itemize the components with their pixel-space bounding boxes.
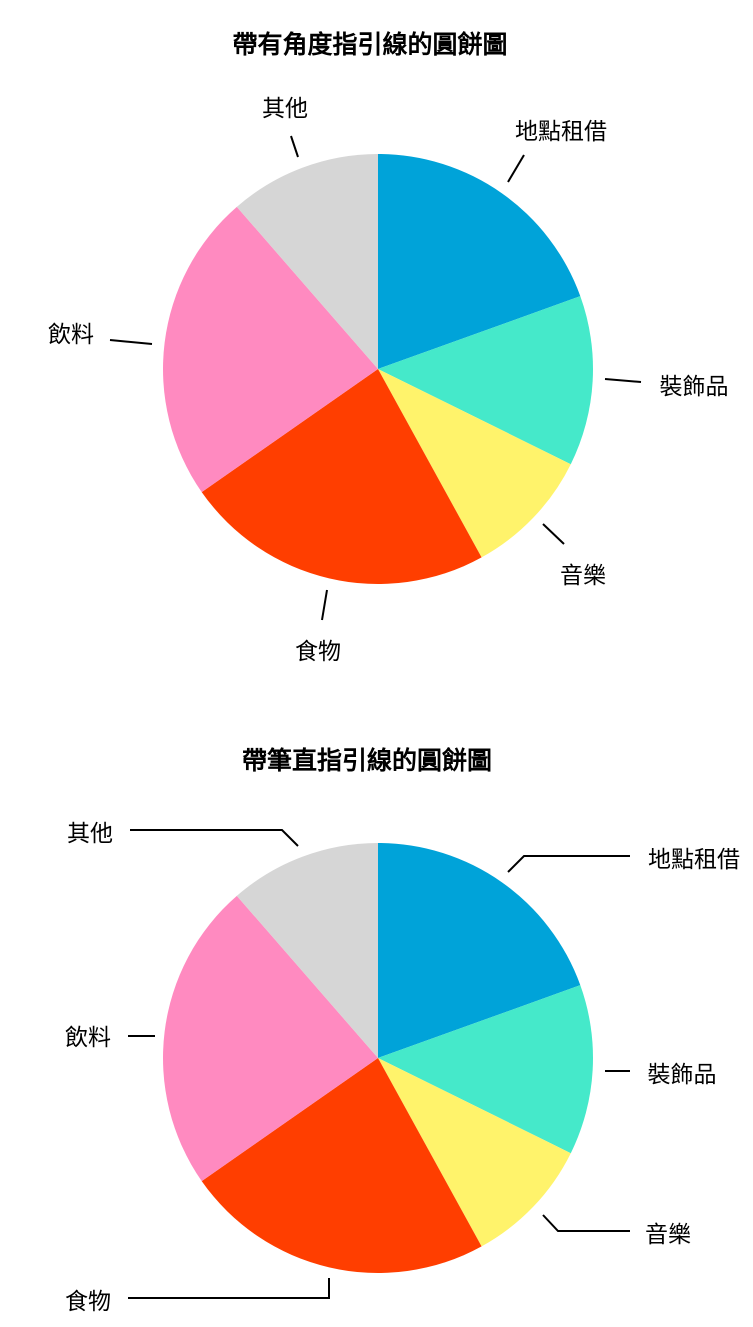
pie-slice-4 (163, 206, 378, 493)
chart-title: 帶筆直指引線的圓餅圖 (242, 746, 492, 775)
slice-label-food: 食物 (295, 639, 341, 665)
pie-slice-0 (378, 154, 581, 369)
pie-slice-2 (378, 369, 571, 558)
slice-label-decor: 裝飾品 (660, 374, 729, 400)
leader-line-other (130, 829, 299, 847)
chart-title: 帶有角度指引線的圓餅圖 (232, 30, 507, 59)
leader-line-venue (507, 154, 525, 183)
slice-label-drinks: 飲料 (48, 322, 94, 348)
pie-slice-5 (236, 154, 378, 369)
slice-label-food: 食物 (65, 1289, 111, 1315)
leader-line-music (542, 1214, 630, 1232)
leader-line-music (542, 523, 565, 545)
leader-line-other (290, 135, 299, 158)
pie-chart-angled: 帶有角度指引線的圓餅圖 地點租借 裝飾品 音樂 食物 飲料 其他 (48, 30, 729, 665)
slice-label-other: 其他 (262, 96, 308, 122)
pie-slice-1 (378, 985, 593, 1154)
pie-slices (162, 843, 593, 1273)
slice-label-other: 其他 (67, 821, 113, 847)
slice-label-drinks: 飲料 (65, 1025, 111, 1051)
pie-slice-2 (378, 1058, 571, 1247)
slice-label-venue: 地點租借 (648, 847, 740, 873)
leader-line-food (321, 589, 328, 621)
pie-slice-3 (201, 1058, 482, 1273)
slice-label-venue: 地點租借 (515, 119, 607, 145)
pie-slice-0 (378, 843, 581, 1058)
slice-label-decor: 裝飾品 (648, 1062, 717, 1088)
pie-slices (163, 154, 593, 585)
pie-slice-3 (201, 369, 482, 585)
leader-line-food (128, 1278, 330, 1299)
pie-slice-4 (162, 895, 378, 1182)
leader-line-venue (507, 855, 630, 873)
leader-line-decor (604, 378, 642, 383)
pie-chart-straight: 帶筆直指引線的圓餅圖 地點租借 裝飾品 音樂 食物 飲料 其他 (65, 746, 740, 1315)
slice-label-music: 音樂 (560, 563, 606, 589)
leader-line-drinks (109, 339, 153, 345)
slice-label-music: 音樂 (645, 1222, 691, 1248)
pie-slice-1 (378, 296, 593, 465)
pie-slice-5 (236, 843, 378, 1058)
